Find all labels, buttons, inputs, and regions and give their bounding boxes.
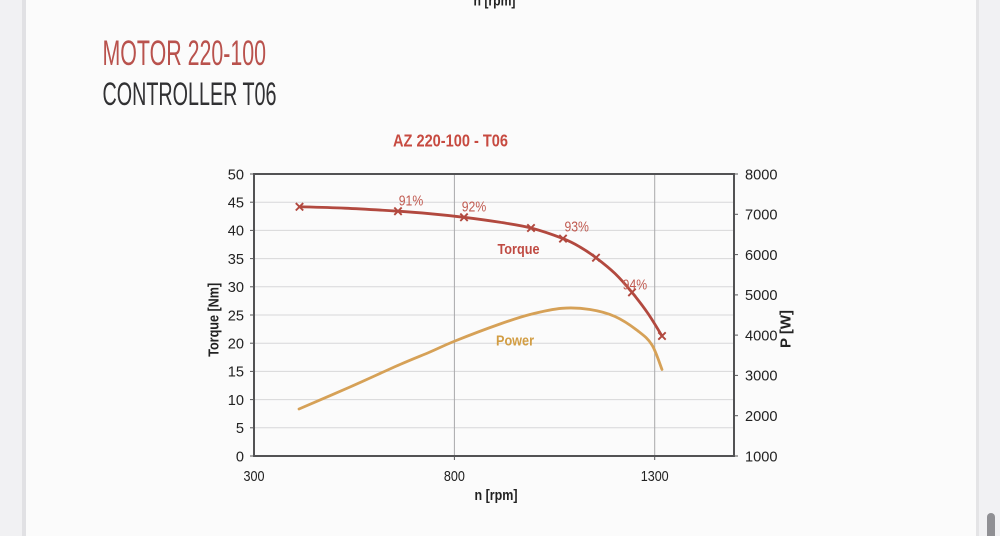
svg-text:91%: 91% — [399, 194, 424, 210]
svg-text:800: 800 — [444, 469, 465, 485]
svg-text:40: 40 — [228, 224, 244, 240]
svg-text:CONTROLLER T06: CONTROLLER T06 — [103, 76, 277, 112]
svg-text:Torque [Nm]: Torque [Nm] — [207, 283, 223, 357]
svg-text:n [rpm]: n [rpm] — [474, 0, 516, 10]
svg-text:20: 20 — [228, 337, 244, 353]
svg-text:MOTOR 220-100: MOTOR 220-100 — [103, 33, 267, 73]
svg-text:5: 5 — [236, 421, 244, 437]
svg-text:6000: 6000 — [745, 248, 777, 264]
svg-text:7000: 7000 — [745, 208, 777, 224]
svg-text:94%: 94% — [623, 278, 648, 294]
svg-text:5000: 5000 — [745, 288, 777, 304]
svg-text:n [rpm]: n [rpm] — [475, 488, 518, 504]
svg-text:Torque: Torque — [498, 242, 540, 258]
svg-text:3000: 3000 — [745, 369, 777, 385]
svg-text:1000: 1000 — [745, 449, 777, 465]
svg-text:35: 35 — [228, 252, 244, 268]
svg-text:50: 50 — [228, 167, 244, 183]
svg-text:92%: 92% — [462, 200, 487, 216]
svg-text:2000: 2000 — [745, 409, 777, 425]
svg-text:300: 300 — [244, 469, 265, 485]
svg-text:30: 30 — [228, 280, 244, 296]
svg-text:25: 25 — [228, 308, 244, 324]
svg-text:10: 10 — [228, 393, 244, 409]
svg-text:P [W]: P [W] — [779, 310, 795, 348]
svg-text:4000: 4000 — [745, 328, 777, 344]
svg-text:8000: 8000 — [745, 167, 777, 183]
svg-text:Power: Power — [496, 333, 534, 349]
svg-text:45: 45 — [228, 196, 244, 212]
svg-text:15: 15 — [228, 365, 244, 381]
svg-text:AZ 220-100 - T06: AZ 220-100 - T06 — [393, 131, 508, 151]
svg-text:0: 0 — [236, 449, 244, 465]
svg-text:1300: 1300 — [641, 469, 669, 485]
svg-text:93%: 93% — [564, 220, 589, 236]
